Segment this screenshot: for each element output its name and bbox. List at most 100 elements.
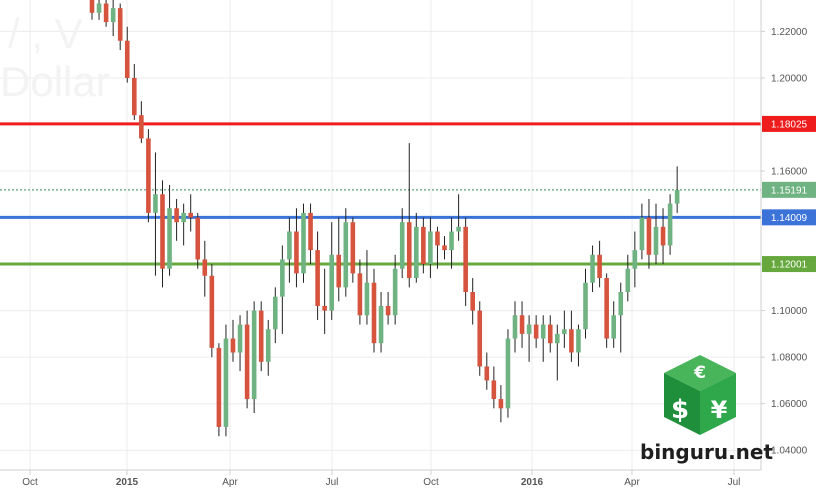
dollar-icon: $ [671, 395, 689, 425]
candle-body [181, 212, 186, 223]
candle-body [562, 329, 567, 334]
candle-body [442, 245, 447, 251]
candle-body [421, 226, 426, 265]
candle [533, 315, 539, 348]
candle-body [491, 380, 497, 400]
candle-body [280, 259, 285, 297]
candle [209, 264, 215, 358]
candle-body [371, 282, 377, 344]
candle-body [364, 282, 370, 316]
candle [280, 245, 285, 334]
candle-body [308, 212, 313, 251]
candle-body [216, 347, 222, 427]
candle-body [202, 259, 208, 276]
candle-body [632, 250, 638, 269]
y-tick-label: 1.16000 [771, 167, 808, 178]
candle-body [590, 254, 595, 283]
candle [385, 292, 391, 325]
candle [449, 217, 454, 269]
candle-body [449, 231, 454, 251]
candle-body [230, 338, 236, 353]
candle [110, 0, 116, 37]
candle-body [146, 138, 151, 213]
x-tick-label: 2015 [116, 477, 139, 488]
watermark-pair: / , V [8, 10, 83, 57]
candle [611, 301, 616, 348]
x-tick-label: Apr [624, 477, 640, 488]
x-tick-label: Apr [222, 477, 238, 488]
candle [181, 203, 186, 246]
candle-body [195, 217, 201, 260]
y-tick-label: 1.04000 [771, 446, 808, 457]
last-price-tag [762, 181, 816, 198]
candle [597, 240, 602, 288]
candle [132, 63, 137, 120]
candle [463, 217, 468, 306]
candle [583, 268, 588, 339]
candle-body [533, 324, 539, 339]
candle [103, 0, 109, 27]
candle [428, 217, 433, 279]
candle-body [188, 212, 193, 218]
level-tag [762, 256, 816, 273]
y-axis-ticks: 1.040001.060001.080001.100001.120001.140… [761, 27, 808, 457]
candle [399, 208, 405, 279]
candle-body [611, 315, 616, 339]
y-tick-label: 1.08000 [771, 353, 808, 364]
candle [632, 231, 638, 288]
candle-body [392, 268, 398, 316]
candle [364, 250, 370, 325]
candle-body [618, 292, 624, 316]
candle-body [209, 275, 215, 348]
candle-body [89, 0, 95, 13]
x-tick-label: Oct [423, 477, 439, 488]
candle [505, 329, 511, 418]
candle-body [660, 226, 666, 246]
candle [491, 366, 497, 409]
candle [667, 194, 673, 255]
candle [89, 0, 95, 20]
y-tick-label: 1.22000 [771, 27, 808, 38]
candle-body [399, 222, 405, 269]
candle-body [463, 226, 468, 293]
candle [322, 268, 327, 334]
y-tick-label: 1.20000 [771, 73, 808, 84]
candle-body [519, 315, 525, 334]
candle-body [576, 329, 581, 353]
candle-body [406, 222, 412, 279]
candle [456, 194, 461, 241]
x-tick-label: Jul [728, 477, 741, 488]
candle-body [597, 254, 602, 279]
candle-body [357, 273, 363, 316]
candle-body [484, 366, 490, 381]
candle [555, 324, 560, 381]
candle [223, 324, 229, 437]
candle-body [674, 189, 680, 204]
candle [569, 310, 574, 362]
candle [244, 310, 250, 409]
level-tag-label: 1.12001 [771, 260, 808, 271]
candle [124, 26, 130, 83]
candle-body [301, 212, 306, 274]
candle-body [512, 315, 518, 339]
candle [167, 184, 172, 276]
candle [470, 278, 475, 325]
candle [562, 310, 567, 348]
candle [251, 301, 257, 413]
candle-body [265, 329, 271, 362]
candle-body [646, 217, 652, 255]
candle-body [124, 40, 130, 78]
y-tick-label: 1.06000 [771, 399, 808, 410]
candle-body [294, 231, 299, 274]
candle [421, 217, 426, 274]
candle-body [258, 310, 264, 362]
candle-body [350, 222, 356, 274]
candle [519, 301, 525, 348]
candle [188, 194, 193, 232]
candle-body [414, 226, 419, 279]
level-tag [762, 209, 816, 226]
euro-icon: € [693, 363, 706, 383]
candle [230, 319, 236, 362]
candle-body [237, 324, 243, 353]
